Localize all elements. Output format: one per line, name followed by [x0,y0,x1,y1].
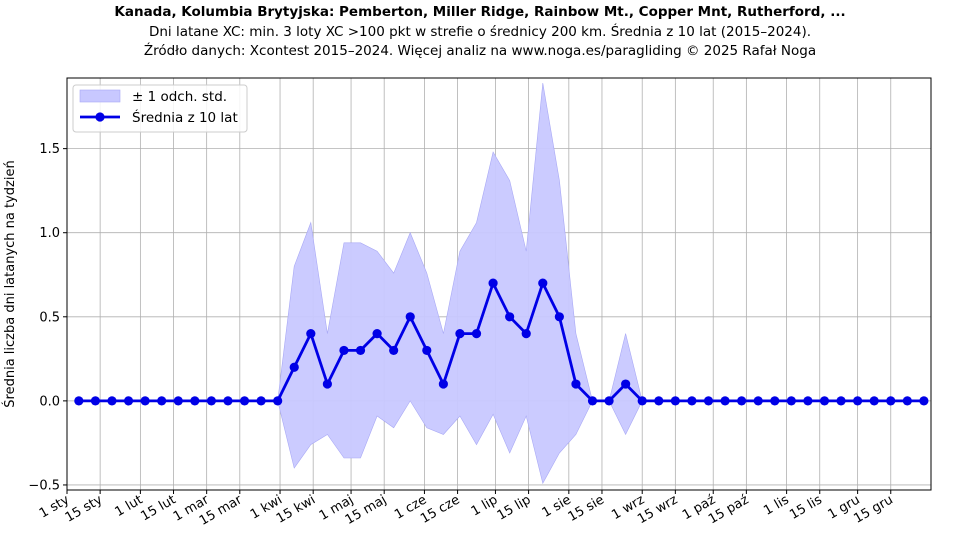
mean-point [471,329,482,339]
y-tick-label: −0.5 [28,478,60,493]
x-tick-label: 15 sie [566,492,607,525]
y-tick-label: 0.5 [39,310,60,325]
mean-point [720,396,730,406]
mean-point [687,396,697,406]
mean-point [372,329,382,339]
mean-point [919,396,929,406]
mean-point [753,396,763,406]
mean-point [886,396,896,406]
x-tick-label: 15 sty [63,492,106,525]
mean-point [737,396,747,406]
legend-label-std: ± 1 odch. std. [132,89,227,105]
mean-point [538,278,548,288]
mean-point [438,379,448,389]
mean-point [554,312,564,322]
mean-point [157,396,167,406]
y-tick-label: 1.0 [39,226,60,241]
plot-frame [66,77,932,491]
x-tick-label: 1 lip [469,492,501,519]
mean-point [289,362,299,372]
mean-point [140,396,150,406]
mean-point [389,345,399,356]
mean-point [239,396,250,406]
mean-point [836,396,846,406]
chart-subtitle: Dni latane XC: min. 3 loty XC >100 pkt w… [148,24,812,40]
mean-point [786,396,796,406]
x-tick-label: 15 kwi [274,492,318,526]
mean-point [902,396,912,406]
legend-label-mean: Średnia z 10 lat [132,108,238,126]
mean-point [621,379,631,389]
mean-point [853,396,863,406]
mean-point [505,312,515,322]
legend-marker [95,112,105,122]
mean-point [405,312,415,322]
mean-point [587,396,598,406]
mean-point [670,396,680,406]
chart-source: Źródło danych: Xcontest 2015–2024. Więce… [143,43,817,59]
mean-point [422,345,432,356]
mean-point [803,396,813,406]
mean-point [223,396,233,406]
mean-point [306,329,316,339]
legend: ± 1 odch. std. Średnia z 10 lat [72,84,248,133]
legend-band-swatch [79,89,121,103]
mean-point [703,396,714,406]
mean-point [339,345,349,356]
mean-point [206,396,216,406]
y-tick-label: 1.5 [39,142,60,157]
mean-point [355,345,366,356]
mean-point [273,396,283,406]
mean-point [190,396,200,406]
x-tick-label: 15 lip [495,492,534,523]
mean-line [78,281,924,403]
mean-point [869,396,879,406]
mean-point [488,278,498,288]
mean-point [123,396,134,406]
mean-point [322,379,332,389]
y-tick-label: 0.0 [39,394,60,409]
x-tick-label: 1 lis [761,492,792,518]
mean-point [770,396,780,406]
x-tick-label: 15 lis [787,492,825,522]
mean-point [571,379,581,389]
y-axis-title: Średnia liczba dni latanych na tydzień [2,160,18,407]
std-band [78,82,924,485]
mean-point [604,396,614,406]
x-tick-label: 15 lut [138,492,178,524]
mean-point [256,396,266,406]
mean-point [521,329,531,339]
chart-title: Kanada, Kolumbia Brytyjska: Pemberton, M… [114,4,846,20]
mean-point [654,396,664,406]
mean-line-layer [74,278,929,406]
mean-point [173,396,183,406]
mean-point [90,396,101,406]
std-band-layer [78,82,924,485]
mean-point [74,396,84,406]
mean-point [819,396,830,406]
mean-point [107,396,117,406]
mean-point [637,396,647,406]
mean-point [455,329,465,339]
